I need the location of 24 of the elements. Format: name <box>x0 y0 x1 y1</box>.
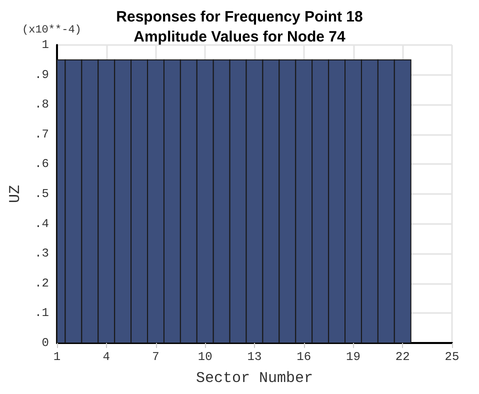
chart-title: Responses for Frequency Point 18 Amplitude Values for Node 74 <box>116 8 363 46</box>
y-tick-label: 0 <box>42 336 49 350</box>
x-tick-label: 22 <box>395 350 410 364</box>
y-tick-label: .2 <box>34 276 49 290</box>
y-tick-label: .1 <box>34 306 49 320</box>
y-tick-label: .3 <box>34 246 49 261</box>
x-axis-title: Sector Number <box>196 370 314 387</box>
y-axis-title: UZ <box>7 184 24 204</box>
y-tick-label: .9 <box>34 68 49 82</box>
y-tick-label: .7 <box>34 127 49 142</box>
x-tick-label: 7 <box>152 350 160 364</box>
y-tick-label: .8 <box>34 98 49 112</box>
x-tick-label: 4 <box>102 350 110 364</box>
y-tick-label: .4 <box>34 216 49 231</box>
text: (x10**-4) <box>22 24 82 36</box>
y-tick-label: 1 <box>42 38 49 52</box>
x-tick-label: 1 <box>53 350 61 364</box>
x-tick-label: 19 <box>346 350 360 364</box>
x-tick-label: 16 <box>296 350 312 364</box>
y-tick-label: .6 <box>34 157 49 172</box>
x-tick-label: 13 <box>247 350 262 364</box>
x-tick-label: 25 <box>444 350 460 364</box>
y-tick-label: .5 <box>34 187 49 201</box>
x-tick-label: 10 <box>198 350 212 364</box>
